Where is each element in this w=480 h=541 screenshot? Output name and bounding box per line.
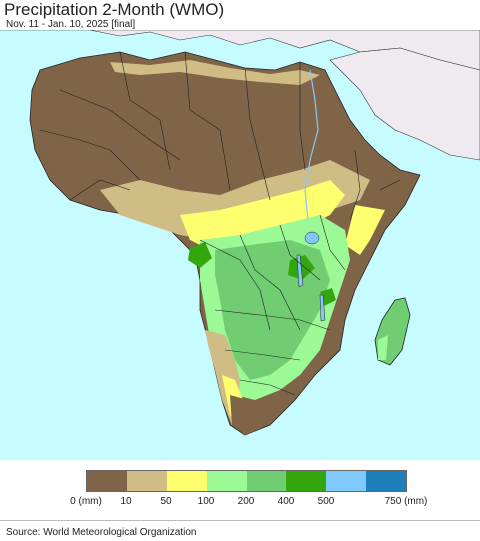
map-subtitle: Nov. 11 - Jan. 10, 2025 [final]: [6, 19, 136, 30]
legend-swatch: [166, 471, 207, 491]
country-borders: [39, 51, 401, 396]
north-coast-strip: [110, 60, 320, 85]
legend-label: 0 (mm): [70, 496, 102, 507]
horn-yellow: [345, 205, 385, 255]
legend-swatch: [126, 471, 167, 491]
legend-swatch: [246, 471, 287, 491]
south-tip-brown: [230, 395, 270, 435]
map-title: Precipitation 2-Month (WMO): [4, 0, 225, 19]
legend: [86, 470, 408, 492]
dark-green-patch-1: [188, 242, 212, 268]
sahel-band: [100, 160, 370, 240]
lake-malawi: [319, 294, 326, 322]
legend-color-bar: [86, 470, 408, 492]
legend-swatch: [206, 471, 247, 491]
legend-swatch: [286, 471, 327, 491]
lake-victoria: [304, 231, 320, 245]
middle-east-region: [329, 47, 480, 161]
source-footer: Source: World Meteorological Organizatio…: [0, 520, 480, 541]
madagascar-west: [378, 335, 388, 360]
legend-swatch: [326, 471, 367, 491]
legend-label: 10: [120, 496, 132, 507]
legend-label: 50: [160, 496, 172, 507]
legend-swatch: [87, 471, 127, 491]
legend-label: 100: [197, 496, 215, 507]
legend-label: 200: [237, 496, 255, 507]
legend-label: 750 (mm): [384, 496, 428, 507]
legend-label: 500: [317, 496, 335, 507]
source-text: Source: World Meteorological Organizatio…: [6, 527, 197, 538]
yellow-transition: [180, 180, 345, 250]
legend-label: 400: [277, 496, 295, 507]
legend-labels: 0 (mm) 10 50 100 200 400 500 750 (mm): [70, 496, 427, 510]
precipitation-map: [0, 30, 480, 460]
lake-tanganyika: [296, 254, 304, 288]
legend-swatch: [366, 471, 407, 491]
dark-green-patch-3: [320, 288, 336, 306]
nile-river: [304, 69, 319, 221]
